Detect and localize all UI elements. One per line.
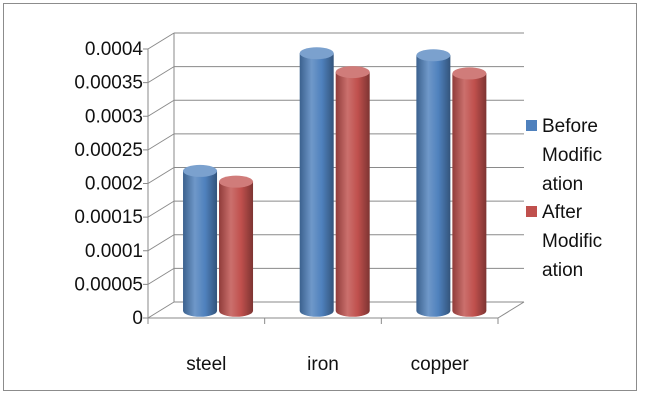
- bar-top: [416, 49, 451, 62]
- y-tick-label: 0.00025: [74, 140, 143, 161]
- legend-label: After: [542, 202, 583, 223]
- gridline-side: [147, 32, 175, 50]
- x-axis-labels: steel iron copper: [186, 354, 469, 375]
- bar-top: [335, 66, 370, 79]
- bar-after-iron: [335, 66, 370, 317]
- bar-body: [219, 181, 254, 317]
- bar-body: [183, 170, 218, 317]
- gridline-side: [147, 66, 175, 84]
- gridline-side: [147, 99, 175, 117]
- bar-after-steel: [219, 175, 254, 317]
- y-axis-ticks: 0 0.00005 0.0001 0.00015 0.0002 0.00025 0.0003…: [74, 39, 148, 329]
- legend-swatch: [526, 120, 537, 131]
- gridline-side: [147, 133, 175, 151]
- y-tick-label: 0.00005: [74, 274, 143, 295]
- legend-label: ation: [542, 174, 583, 195]
- gridline-side: [147, 301, 175, 319]
- legend-swatch: [526, 206, 537, 217]
- floor-right-edge: [497, 301, 525, 319]
- bar-after-copper: [452, 67, 487, 317]
- legend-item-before: Before Modific ation: [526, 116, 602, 195]
- bar-body: [452, 73, 487, 317]
- y-tick-label: 0: [132, 308, 143, 329]
- legend-label: Modific: [542, 231, 602, 252]
- bar-top: [452, 67, 487, 80]
- x-category-label: steel: [186, 354, 226, 375]
- bar-top: [219, 175, 254, 188]
- legend-item-after: After Modific ation: [526, 202, 602, 281]
- legend: Before Modific ation After Modific ation: [526, 116, 602, 281]
- y-tick-label: 0.0004: [85, 39, 144, 60]
- legend-label: Before: [542, 116, 598, 137]
- gridline-side: [147, 200, 175, 218]
- bar-top: [183, 164, 218, 177]
- y-tick-label: 0.0003: [85, 106, 143, 127]
- y-tick-label: 0.00035: [74, 73, 143, 94]
- bar-top: [299, 47, 334, 60]
- bar-body: [416, 55, 451, 317]
- gridline-side: [147, 234, 175, 252]
- gridline-side: [147, 267, 175, 285]
- bar-body: [335, 72, 370, 317]
- x-category-label: iron: [307, 354, 339, 375]
- legend-label: ation: [542, 260, 583, 281]
- gridline-side: [147, 167, 175, 184]
- y-tick-label: 0.00015: [74, 207, 143, 228]
- y-tick-label: 0.0001: [85, 241, 143, 262]
- bar-before-iron: [299, 47, 334, 317]
- bar-body: [299, 53, 334, 317]
- bars: [183, 47, 487, 317]
- x-category-label: copper: [411, 354, 470, 375]
- bar-before-copper: [416, 49, 451, 317]
- y-tick-label: 0.0002: [85, 174, 143, 195]
- bar-before-steel: [183, 164, 218, 317]
- legend-label: Modific: [542, 145, 602, 166]
